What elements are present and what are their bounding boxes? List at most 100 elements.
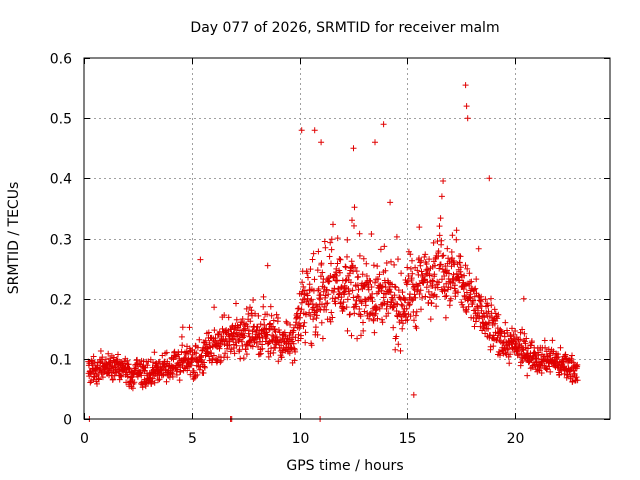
data-point bbox=[541, 337, 548, 344]
data-point bbox=[319, 269, 326, 276]
data-point bbox=[400, 320, 406, 327]
data-point bbox=[456, 259, 463, 266]
data-point bbox=[538, 370, 545, 376]
data-point bbox=[249, 343, 256, 350]
data-point bbox=[156, 376, 163, 383]
data-point bbox=[163, 349, 170, 356]
data-points bbox=[85, 82, 581, 422]
data-point bbox=[307, 313, 314, 319]
data-point bbox=[431, 271, 438, 278]
data-point bbox=[256, 351, 263, 358]
data-point bbox=[194, 371, 201, 378]
data-point bbox=[455, 289, 461, 296]
data-point bbox=[125, 361, 132, 368]
data-point bbox=[301, 291, 308, 298]
data-point bbox=[312, 324, 319, 331]
data-point bbox=[461, 292, 468, 299]
data-point bbox=[447, 284, 454, 291]
x-tick-label: 10 bbox=[292, 431, 310, 447]
data-point bbox=[485, 308, 492, 315]
data-point bbox=[407, 265, 414, 272]
data-point bbox=[347, 311, 354, 318]
data-point bbox=[423, 261, 430, 267]
data-point bbox=[353, 303, 360, 310]
data-point bbox=[423, 284, 430, 291]
data-point bbox=[94, 380, 100, 387]
data-point bbox=[343, 304, 350, 311]
data-point bbox=[395, 341, 402, 348]
data-point bbox=[151, 379, 158, 386]
data-point bbox=[446, 270, 452, 277]
data-point bbox=[240, 355, 247, 362]
data-point bbox=[314, 312, 320, 319]
data-point bbox=[481, 314, 488, 321]
data-point bbox=[503, 342, 510, 349]
data-point bbox=[451, 282, 458, 289]
data-point bbox=[411, 317, 417, 324]
data-point bbox=[326, 253, 333, 260]
data-point bbox=[298, 299, 305, 306]
data-point bbox=[472, 318, 479, 325]
data-point bbox=[413, 308, 420, 315]
data-point bbox=[391, 261, 398, 268]
data-point bbox=[261, 316, 267, 323]
data-point bbox=[453, 227, 460, 234]
data-point bbox=[350, 145, 357, 152]
data-point bbox=[402, 310, 408, 317]
data-point bbox=[547, 368, 554, 375]
data-point bbox=[217, 342, 224, 348]
data-point bbox=[177, 368, 184, 375]
data-point bbox=[387, 199, 394, 206]
data-point bbox=[328, 309, 335, 316]
data-point bbox=[193, 350, 200, 357]
data-point bbox=[379, 283, 386, 290]
data-point bbox=[367, 278, 374, 285]
data-point bbox=[301, 287, 308, 294]
data-point bbox=[464, 115, 471, 122]
data-point bbox=[241, 332, 248, 339]
data-point bbox=[226, 342, 233, 349]
data-point bbox=[356, 306, 363, 312]
data-point bbox=[470, 297, 477, 304]
data-point bbox=[422, 293, 429, 300]
data-point bbox=[482, 330, 489, 337]
data-point bbox=[342, 263, 349, 270]
y-tick-label: 0.1 bbox=[50, 353, 72, 369]
data-point bbox=[418, 306, 424, 313]
data-point bbox=[311, 127, 318, 134]
data-point bbox=[487, 343, 494, 350]
data-point bbox=[354, 335, 361, 342]
data-point bbox=[363, 260, 370, 267]
data-point bbox=[268, 312, 275, 319]
data-point bbox=[569, 352, 575, 359]
data-point bbox=[356, 230, 363, 237]
data-point bbox=[392, 284, 399, 291]
data-point bbox=[398, 270, 405, 277]
data-point bbox=[286, 350, 293, 357]
data-point bbox=[392, 346, 399, 353]
data-point bbox=[462, 262, 469, 269]
data-point bbox=[260, 303, 267, 310]
data-point bbox=[231, 350, 238, 357]
data-point bbox=[105, 350, 112, 357]
data-point bbox=[460, 286, 467, 292]
data-point bbox=[221, 312, 228, 319]
data-point bbox=[347, 279, 354, 286]
data-point bbox=[523, 335, 530, 342]
data-point bbox=[346, 290, 353, 297]
data-point bbox=[475, 245, 482, 252]
data-point bbox=[409, 257, 415, 264]
data-point bbox=[390, 324, 397, 331]
data-point bbox=[442, 268, 449, 275]
data-point bbox=[300, 283, 307, 290]
data-point bbox=[327, 318, 334, 325]
data-point bbox=[505, 353, 512, 360]
data-point bbox=[179, 342, 186, 349]
data-point bbox=[169, 373, 176, 380]
data-point bbox=[518, 342, 525, 349]
data-point bbox=[142, 380, 149, 387]
data-point bbox=[337, 269, 343, 276]
data-point bbox=[269, 332, 276, 339]
data-point bbox=[468, 278, 475, 285]
data-point bbox=[115, 351, 121, 358]
